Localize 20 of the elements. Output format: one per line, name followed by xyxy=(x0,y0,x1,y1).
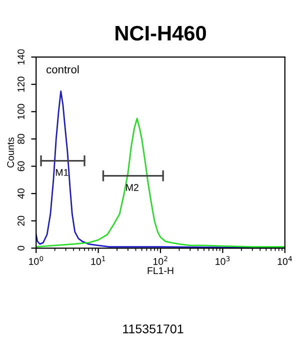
y-tick-label: 20 xyxy=(18,216,24,226)
x-tick-label: 10$^{3}$ xyxy=(216,256,230,265)
x-tick-label: 10$^{4}$ xyxy=(278,256,292,265)
x-tick-label: 10$^{0}$ xyxy=(29,256,44,265)
y-tick-label: 140 xyxy=(18,49,24,64)
annotation: M2 xyxy=(126,184,138,191)
x-axis-title: FL1-H xyxy=(148,267,174,274)
annotation: control xyxy=(46,65,79,74)
y-tick-label: 60 xyxy=(18,161,24,172)
y-tick-label: 0 xyxy=(18,246,24,250)
y-tick-label: 120 xyxy=(18,76,24,92)
text: 115351701 xyxy=(123,324,184,334)
y-tick-label: 80 xyxy=(18,134,24,144)
y-tick-label: 100 xyxy=(18,104,24,120)
x-tick-label: 10$^{2}$ xyxy=(153,256,168,265)
x-tick-label: 10$^{1}$ xyxy=(91,256,106,265)
annotation: M1 xyxy=(56,169,68,176)
chart-title: NCI-H460 xyxy=(116,26,206,41)
y-tick-label: 40 xyxy=(18,188,24,199)
y-axis-title: Counts xyxy=(7,138,14,168)
